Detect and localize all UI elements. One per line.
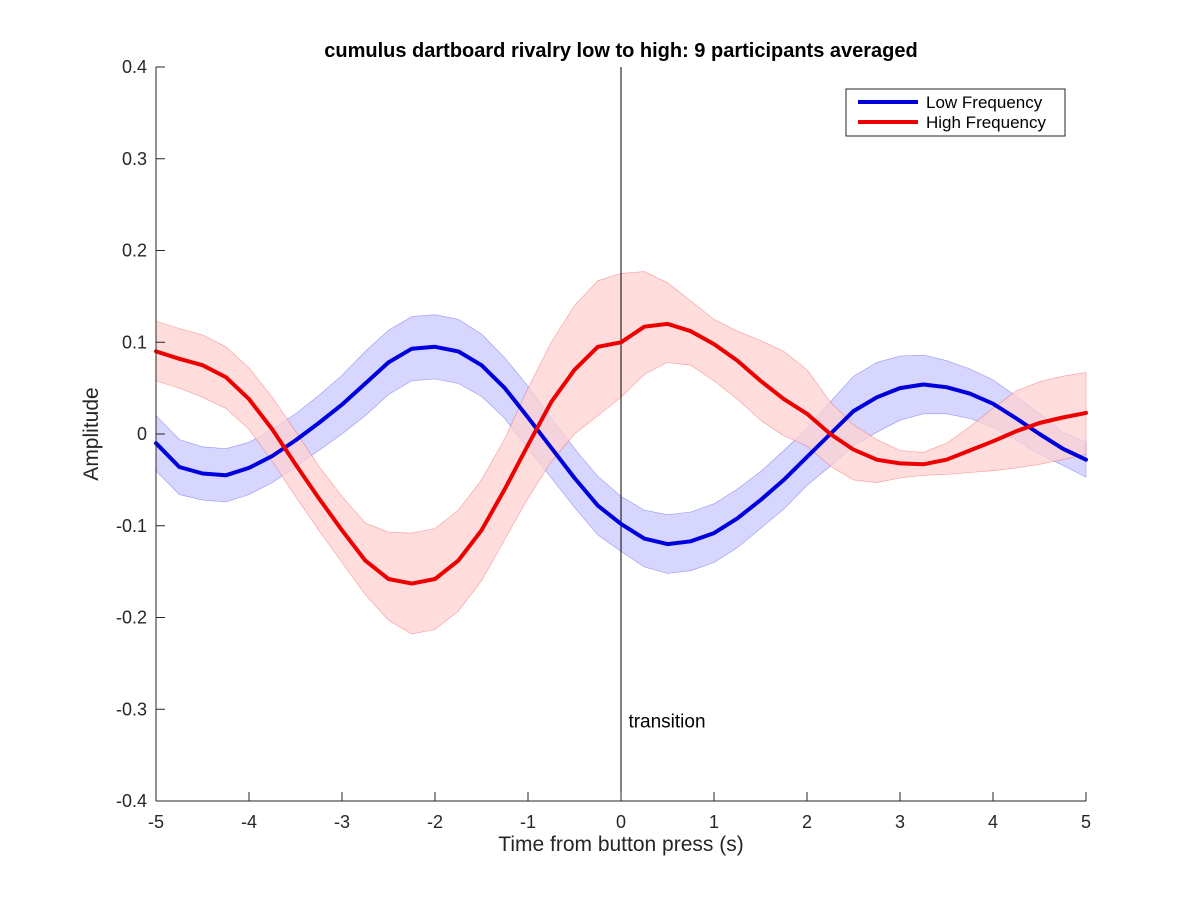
y-tick-label: -0.4 xyxy=(116,791,147,811)
series-line-high-frequency xyxy=(154,321,1088,586)
y-axis-label: Amplitude xyxy=(80,387,103,480)
x-tick-label: 2 xyxy=(802,812,812,832)
y-tick-label: 0.2 xyxy=(122,241,147,261)
ticks: -5 -4 -3 -2 -1 0 1 2 3 4 5 -0.4 -0.3 -0.2 -0.1 0 0.1 0.2 0… xyxy=(116,57,1091,832)
x-tick-label: 3 xyxy=(895,812,905,832)
transition-annotation: transition xyxy=(628,712,705,733)
x-tick-label: -1 xyxy=(520,812,536,832)
y-tick-label: 0 xyxy=(137,424,147,444)
y-tick-label: -0.2 xyxy=(116,608,147,628)
confidence-bands xyxy=(155,271,1087,635)
y-tick-label: -0.3 xyxy=(116,699,147,719)
series-lines xyxy=(154,321,1088,586)
y-tick-label: 0.1 xyxy=(122,332,147,352)
x-tick-label: 0 xyxy=(616,812,626,832)
x-tick-label: -4 xyxy=(241,812,257,832)
x-tick-label: 5 xyxy=(1081,812,1091,832)
x-tick-label: -5 xyxy=(148,812,164,832)
x-tick-label: -2 xyxy=(427,812,443,832)
x-axis-label: Time from button press (s) xyxy=(498,833,743,856)
y-tick-label: 0.3 xyxy=(122,149,147,169)
x-tick-label: -3 xyxy=(334,812,350,832)
band-low-frequency xyxy=(155,314,1087,574)
y-tick-label: 0.4 xyxy=(122,57,147,77)
x-tick-label: 4 xyxy=(988,812,998,832)
y-tick-label: -0.1 xyxy=(116,516,147,536)
legend-label-low-frequency: Low Frequency xyxy=(926,93,1043,112)
x-tick-label: 1 xyxy=(709,812,719,832)
legend-label-high-frequency: High Frequency xyxy=(926,113,1047,132)
legend: Low Frequency High Frequency xyxy=(845,88,1066,137)
series-line-low-frequency xyxy=(154,344,1088,547)
legend-box xyxy=(845,88,1066,137)
band-high-frequency xyxy=(155,271,1087,635)
chart-title: cumulus dartboard rivalry low to high: 9… xyxy=(324,40,917,62)
